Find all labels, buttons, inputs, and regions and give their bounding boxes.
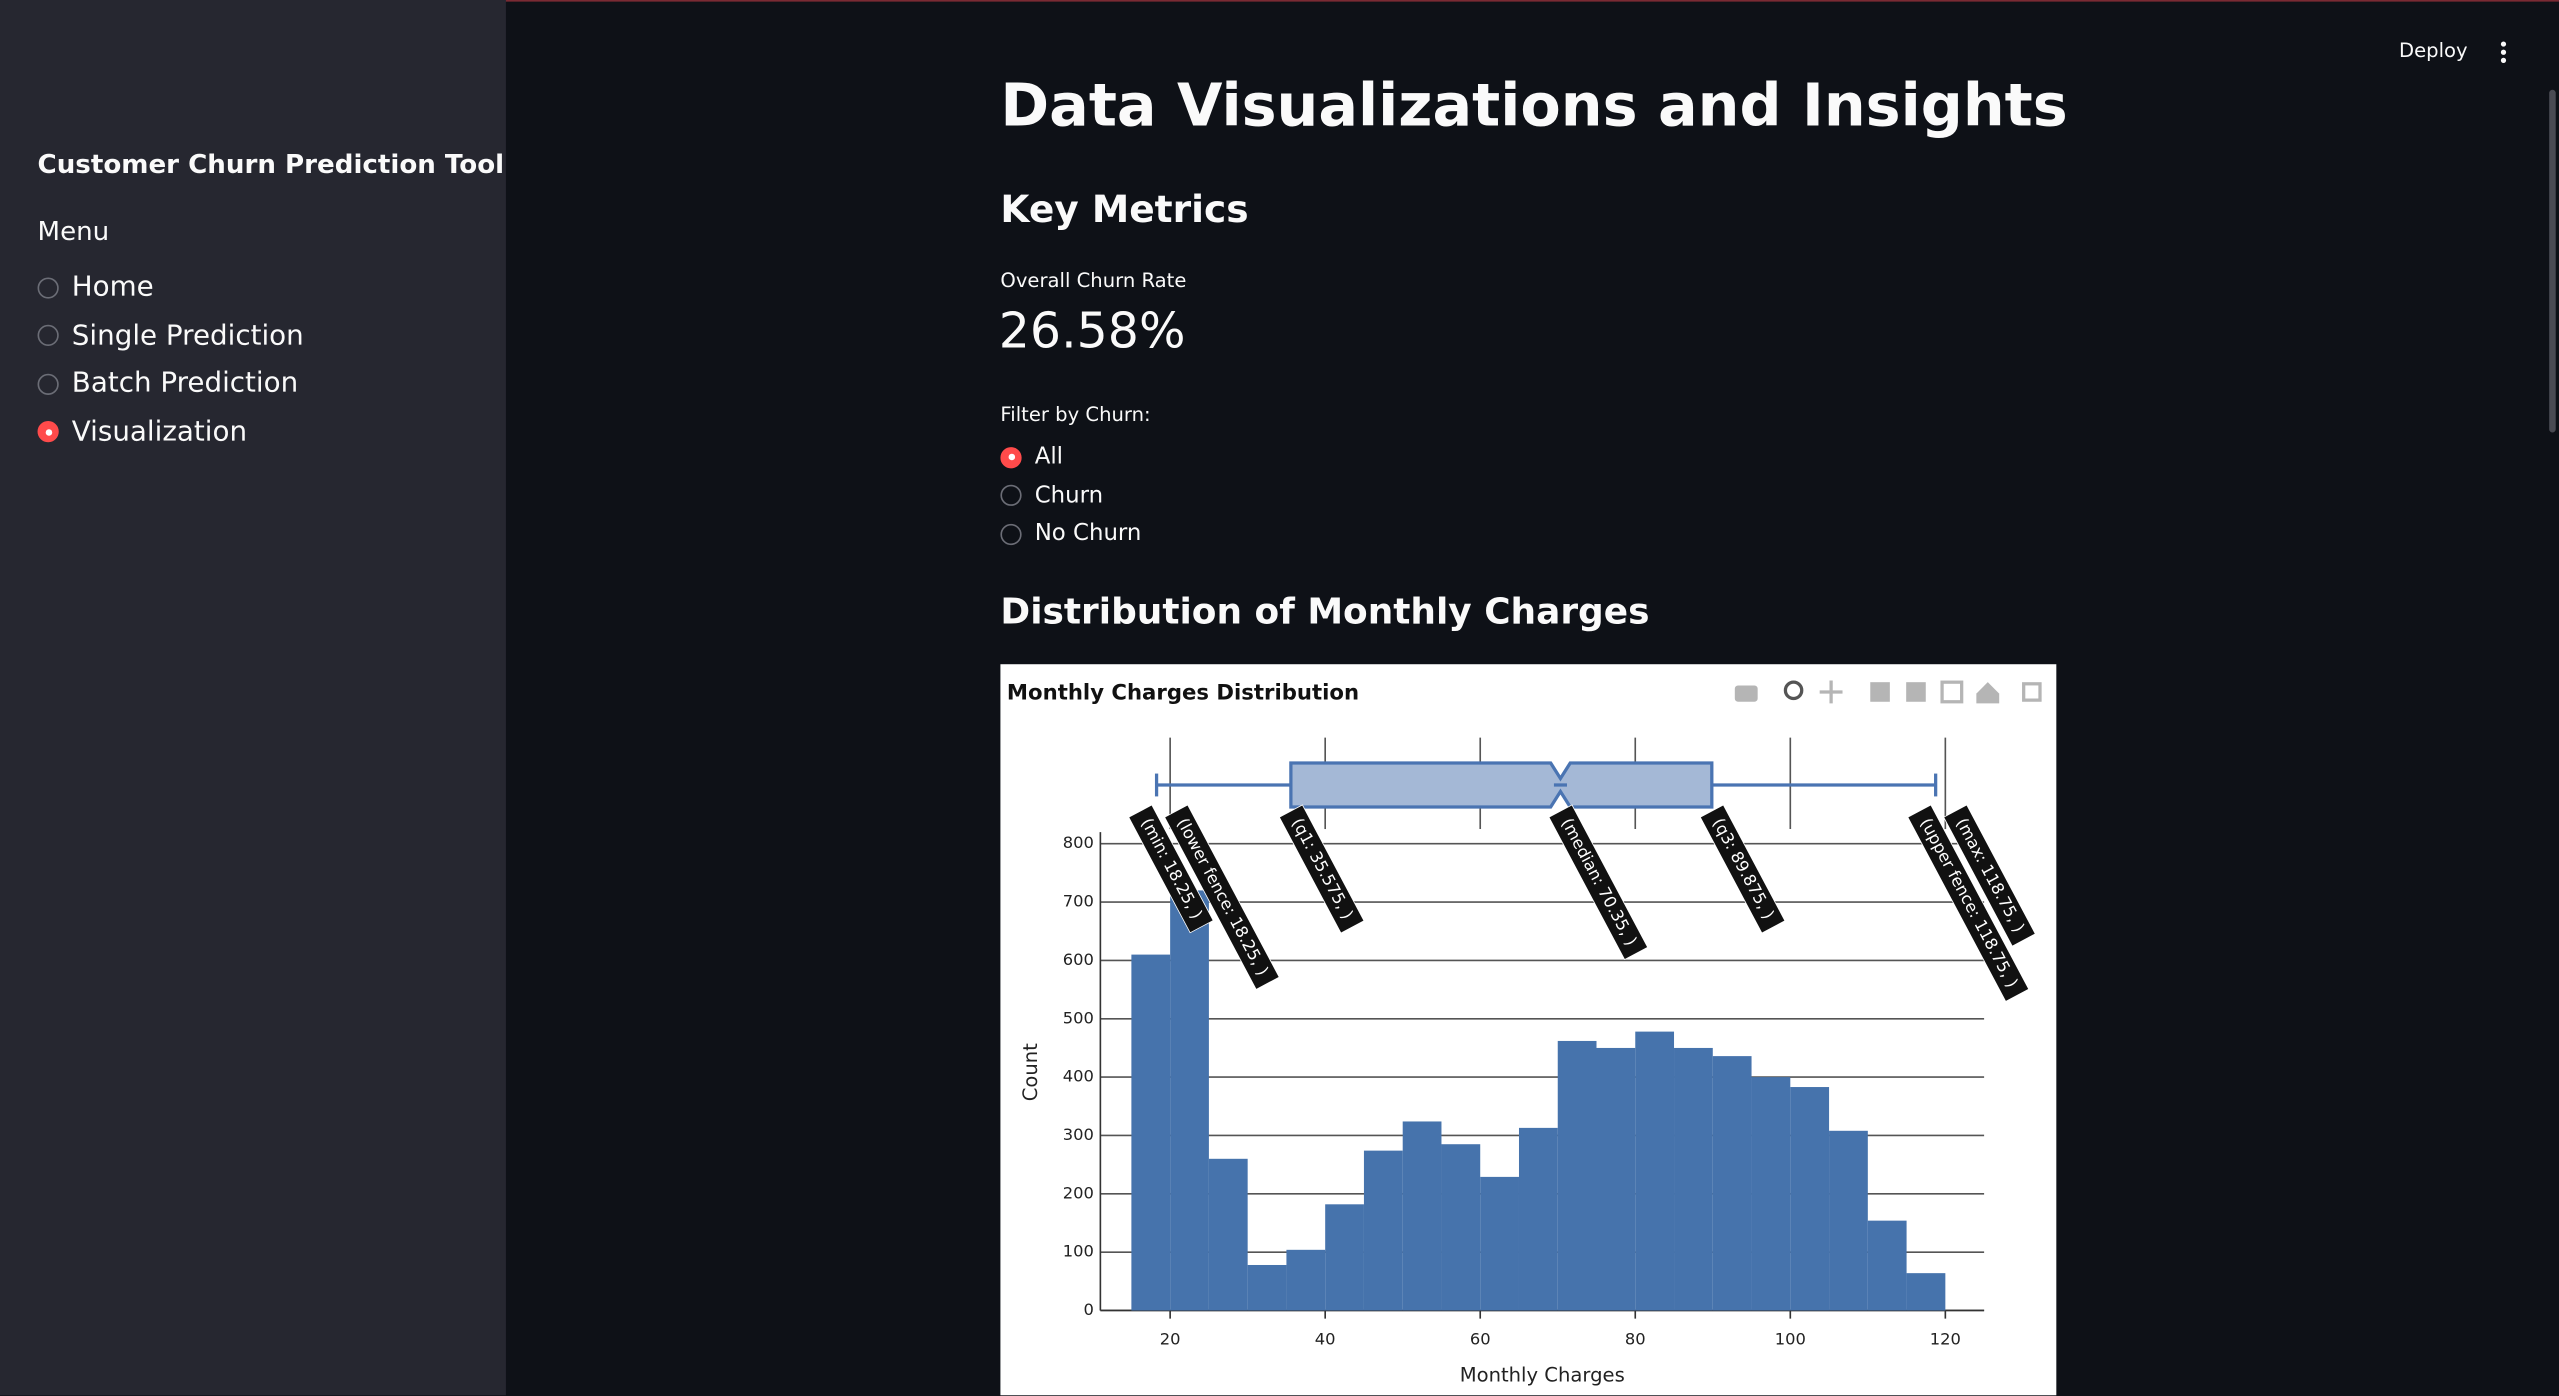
hover-label-box [1548,804,1649,961]
hover-label-text: (median: 70.35, ) [1558,815,1641,949]
reset-icon[interactable] [1976,682,2000,704]
x-axis-label: Monthly Charges [1460,1363,1625,1386]
histogram-bar [1441,1144,1481,1311]
autoscale-icon[interactable] [1940,680,1964,704]
radio-option[interactable]: Churn [1000,482,1103,508]
x-tick-label: 60 [1470,1329,1491,1348]
radio-option[interactable]: No Churn [1000,521,1141,547]
histogram-bar [1286,1249,1326,1311]
radio-button[interactable] [1000,523,1022,545]
zoom-in-icon[interactable] [1870,682,1890,702]
radio-label[interactable]: No Churn [1034,520,1142,547]
filter-label: Filter by Churn: [1000,403,1151,426]
modebar [1734,680,2042,704]
zoom-out-icon[interactable] [1906,682,1926,702]
hover-label: (median: 70.35, ) [1548,804,1649,961]
sidebar-title: Customer Churn Prediction Tool [37,148,505,180]
menu-label: Menu [37,215,110,247]
y-tick-label: 200 [1063,1183,1094,1202]
histogram-bar [1790,1087,1830,1311]
box [1289,761,1714,809]
y-tick-label: 300 [1063,1125,1094,1144]
y-tick-label: 0 [1083,1300,1093,1319]
radio-option[interactable]: Visualization [37,415,248,448]
radio-label[interactable]: Single Prediction [71,319,304,352]
hover-label: (q1: 35.575, ) [1278,804,1365,934]
radio-button[interactable] [37,372,59,395]
hover-label-box [1278,804,1365,934]
histogram-bar [1208,1158,1248,1311]
sidebar: Customer Churn Prediction Tool Menu [0,0,506,1396]
radio-label[interactable]: Home [71,270,154,304]
y-tick-label: 100 [1063,1242,1094,1261]
histogram-bar [1325,1204,1364,1311]
radio-button[interactable] [1000,446,1022,468]
fullscreen-icon[interactable] [2022,682,2042,702]
chart-title: Monthly Charges Distribution [1007,681,1359,706]
radio-label[interactable]: Churn [1034,482,1104,509]
y-axis-label: Count [1019,1043,1042,1101]
histogram-bar [1674,1047,1713,1311]
y-tick-label: 700 [1063,892,1094,911]
x-tick-label: 20 [1160,1329,1181,1348]
radio-button[interactable] [37,276,59,298]
radio-button[interactable] [37,324,59,346]
histogram-bar [1247,1264,1287,1311]
menu-icon[interactable] [2494,39,2514,65]
histogram-bar [1751,1077,1791,1311]
histogram-bar [1906,1273,1946,1311]
histogram-bar [1363,1150,1403,1311]
histogram-bar [1596,1047,1636,1311]
histogram-bar [1712,1056,1752,1311]
zoom-icon[interactable] [1783,680,1804,701]
pan-icon[interactable] [1819,680,1843,704]
camera-icon[interactable] [1734,685,1758,702]
y-tick-label: 600 [1063,950,1094,969]
radio-label[interactable]: All [1034,443,1064,471]
radio-label[interactable]: Visualization [71,415,248,448]
hover-label-box [1164,804,1280,990]
histogram-bar [1635,1031,1675,1311]
radio-button[interactable] [1000,484,1022,506]
metric-label: Overall Churn Rate [1000,269,1187,293]
y-tick-label: 500 [1063,1008,1094,1027]
top-border [0,0,2559,2]
hover-label-box [1128,804,1214,934]
histogram-bar [1867,1220,1907,1311]
page-title: Data Visualizations and Insights [1000,73,2068,141]
radio-option[interactable]: Home [37,270,154,304]
hover-label-box [1943,804,2036,947]
histogram-bar [1131,954,1171,1311]
histogram-bar [1518,1127,1558,1311]
histogram-bar [1829,1130,1868,1311]
x-tick-label: 120 [1930,1329,1961,1348]
histogram-bar [1557,1040,1597,1311]
hover-label-box [1699,804,1786,934]
chart: Monthly Charges Distribution 0 100 200 300 4… [1000,664,2057,1396]
x-tick-label: 80 [1625,1329,1646,1348]
radio-option[interactable]: Batch Prediction [37,367,299,400]
hover-label: (q3: 89.875, ) [1699,804,1786,934]
radio-button[interactable] [37,421,59,443]
hover-label-text: (q1: 35.575, ) [1288,815,1357,922]
section-heading: Distribution of Monthly Charges [1000,592,1650,634]
hover-label-box [1907,804,2030,1002]
x-tick-label: 100 [1775,1329,1806,1348]
metric-value: 26.58% [998,303,1186,361]
scrollbar[interactable] [2549,89,2556,433]
section-heading: Key Metrics [1000,189,1249,232]
radio-label[interactable]: Batch Prediction [71,367,299,400]
radio-option[interactable]: Single Prediction [37,319,304,352]
histogram-bar [1402,1121,1442,1311]
x-tick-label: 40 [1315,1329,1336,1348]
deploy-button[interactable]: Deploy [2399,39,2468,63]
y-tick-label: 800 [1063,833,1094,852]
radio-option[interactable]: All [1000,444,1063,470]
histogram-bar [1480,1176,1519,1311]
y-tick-label: 400 [1063,1067,1094,1086]
histogram-bar [1170,890,1209,1311]
hover-label-text: (q3: 89.875, ) [1709,815,1778,922]
